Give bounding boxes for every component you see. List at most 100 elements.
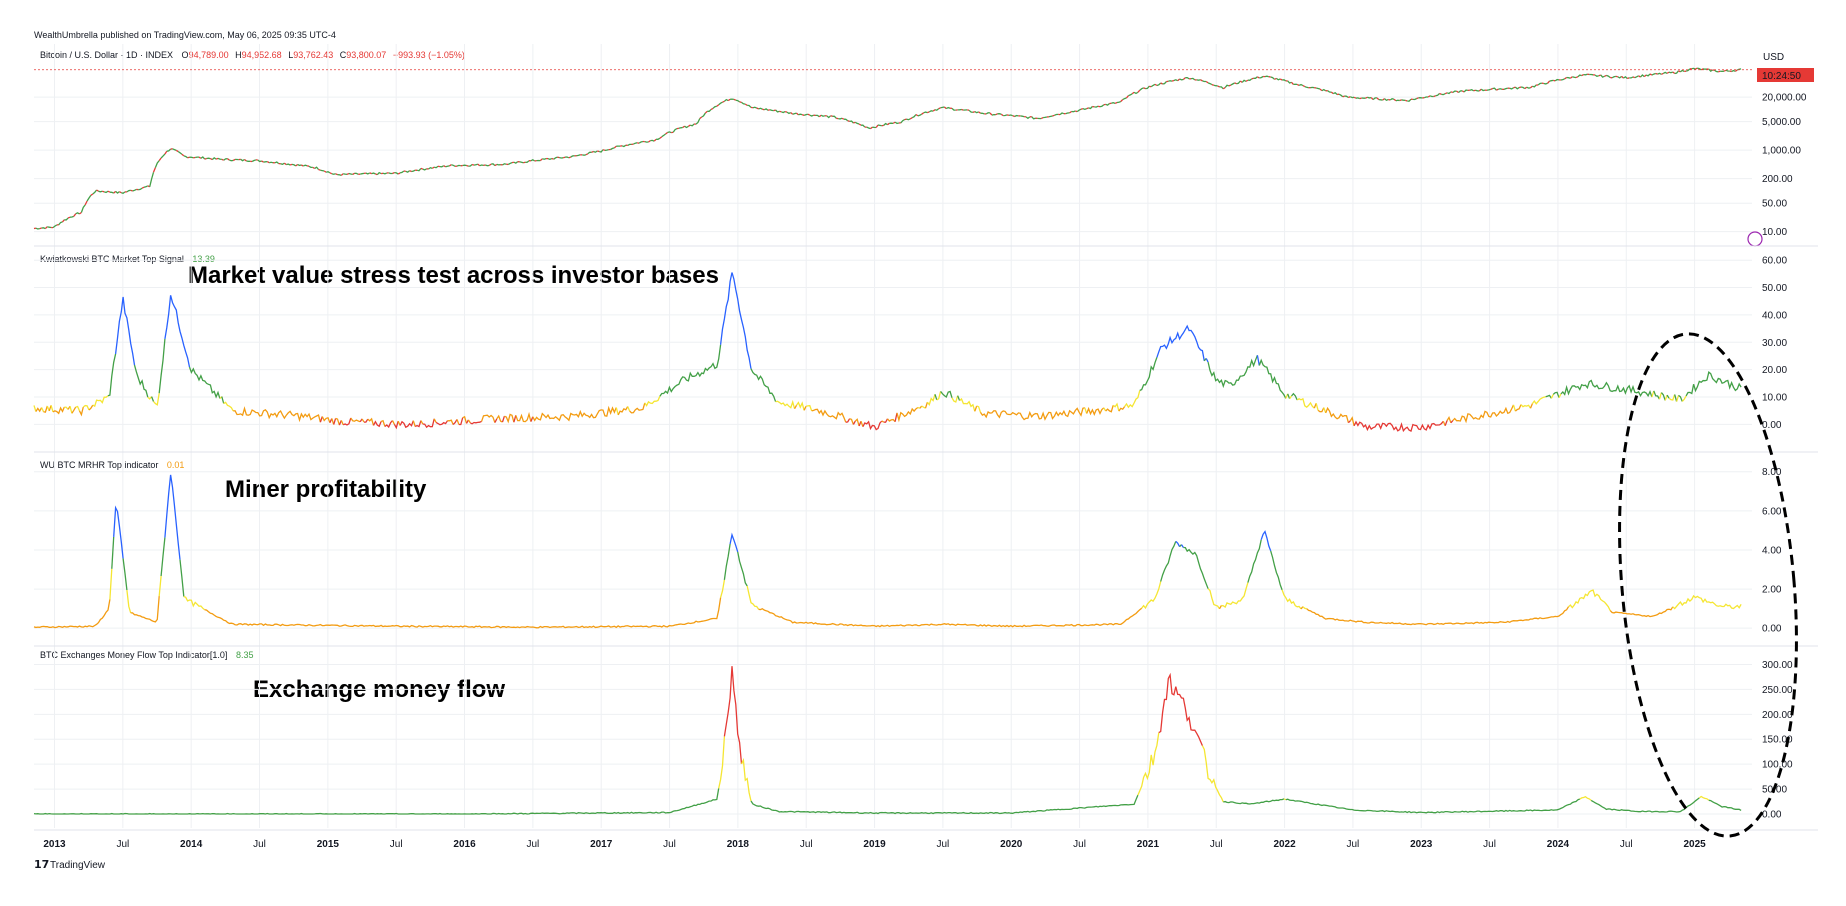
series-line-segment xyxy=(35,407,43,413)
series-line-segment xyxy=(342,417,352,426)
series-line-segment xyxy=(382,172,388,175)
series-line-segment xyxy=(1075,110,1078,113)
series-line-segment xyxy=(1643,74,1647,78)
x-tick-label: Jul xyxy=(116,839,129,850)
series-line-segment xyxy=(1524,86,1528,90)
series-line-segment xyxy=(343,173,348,176)
series-line-segment xyxy=(576,154,581,157)
series-line-segment xyxy=(364,418,369,423)
series-line-segment xyxy=(130,596,160,623)
x-tick-label: Jul xyxy=(1073,839,1086,850)
series-line-segment xyxy=(1355,97,1361,100)
series-line-segment xyxy=(392,172,395,175)
series-line-segment xyxy=(1296,397,1315,409)
series-line-segment xyxy=(189,156,194,159)
alert-circle-icon[interactable] xyxy=(1747,231,1763,247)
series-line-segment xyxy=(160,153,166,159)
pane2-value: 13.39 xyxy=(192,254,215,264)
series-line-segment xyxy=(1173,79,1178,82)
pane3-annotation: Miner profitability xyxy=(225,476,427,503)
series-line-segment xyxy=(815,114,820,118)
series-line-segment xyxy=(1190,77,1196,81)
series-line-segment xyxy=(568,156,572,159)
series-line-segment xyxy=(1082,107,1087,110)
series-line-segment xyxy=(126,189,131,193)
series-line-segment xyxy=(1590,797,1700,813)
series-line-segment xyxy=(849,120,854,124)
series-line-segment xyxy=(126,590,132,614)
series-line-segment xyxy=(894,412,898,422)
series-line-segment xyxy=(943,106,947,110)
series-line-segment xyxy=(335,417,341,426)
price-title: Bitcoin / U.S. Dollar · 1D · INDEX xyxy=(40,50,173,60)
series-line-segment xyxy=(33,405,37,412)
series-line-segment xyxy=(790,112,794,115)
series-line-segment xyxy=(974,405,978,412)
series-line-segment xyxy=(1678,394,1683,402)
series-line-segment xyxy=(832,115,837,119)
ohlc-close: 93,800.07 xyxy=(346,50,386,60)
series-line-segment xyxy=(462,415,468,424)
series-line-segment xyxy=(629,402,646,414)
currency-label: USD xyxy=(1763,52,1784,63)
series-line-segment xyxy=(372,420,382,428)
series-line-segment xyxy=(1043,116,1048,119)
series-line-segment xyxy=(1575,76,1579,79)
series-line-segment xyxy=(1296,83,1300,86)
tradingview-logo[interactable]: 17 TradingView xyxy=(34,858,106,871)
series-line-segment xyxy=(346,172,350,175)
series-line-segment xyxy=(1640,74,1645,78)
series-line-segment xyxy=(445,165,450,168)
series-line-segment xyxy=(331,173,336,175)
series-line-segment xyxy=(67,216,71,219)
series-line-segment xyxy=(1052,114,1055,117)
series-line-segment xyxy=(297,163,302,167)
series-line-segment xyxy=(333,418,337,425)
series-line-segment xyxy=(1661,72,1664,75)
series-line-segment xyxy=(653,138,657,142)
series-line-segment xyxy=(119,191,122,194)
series-line-segment xyxy=(1514,86,1520,90)
series-line-segment xyxy=(58,221,63,226)
series-line-segment xyxy=(1319,88,1323,92)
series-line-segment xyxy=(892,121,896,124)
series-line-segment xyxy=(853,121,856,124)
ohlc-high-label: H xyxy=(235,50,242,60)
series-line-segment xyxy=(557,156,560,159)
series-line-segment xyxy=(1577,74,1582,78)
series-line-segment xyxy=(729,532,739,553)
series-line-segment xyxy=(1133,91,1139,95)
y-tick-label: 0.00 xyxy=(1762,624,1782,635)
series-line-segment xyxy=(154,160,160,168)
series-line-segment xyxy=(1520,404,1532,409)
series-line-segment xyxy=(976,405,982,413)
series-line-segment xyxy=(1424,96,1429,99)
series-line-segment xyxy=(723,98,729,102)
series-line-segment xyxy=(539,158,543,162)
series-line-segment xyxy=(289,163,293,166)
footer-brand: TradingView xyxy=(50,860,106,871)
series-line-segment xyxy=(466,164,469,167)
series-line-segment xyxy=(909,117,913,120)
series-line-segment xyxy=(845,418,851,423)
series-line-segment xyxy=(1405,99,1408,102)
pane3-value: 0.01 xyxy=(167,460,185,470)
series-line-segment xyxy=(183,595,206,611)
series-line-segment xyxy=(1118,406,1126,412)
series-line-segment xyxy=(115,190,120,194)
series-line-segment xyxy=(1213,84,1218,87)
series-line-segment xyxy=(1290,392,1298,401)
series-line-segment xyxy=(894,121,900,125)
series-line-segment xyxy=(1531,396,1546,405)
series-line-segment xyxy=(1283,798,1287,801)
series-line-segment xyxy=(688,124,691,127)
pane3-legend: WU BTC MRHR Top indicator 0.01 xyxy=(40,460,184,470)
series-line-segment xyxy=(1207,588,1221,610)
x-tick-label: 2020 xyxy=(1000,839,1023,850)
series-line-segment xyxy=(532,405,617,422)
x-tick-label: 2016 xyxy=(453,839,476,850)
series-line-segment xyxy=(1040,117,1044,120)
x-tick-label: Jul xyxy=(1347,839,1360,850)
series-line-segment xyxy=(1065,112,1070,115)
series-line-segment xyxy=(1071,110,1076,113)
